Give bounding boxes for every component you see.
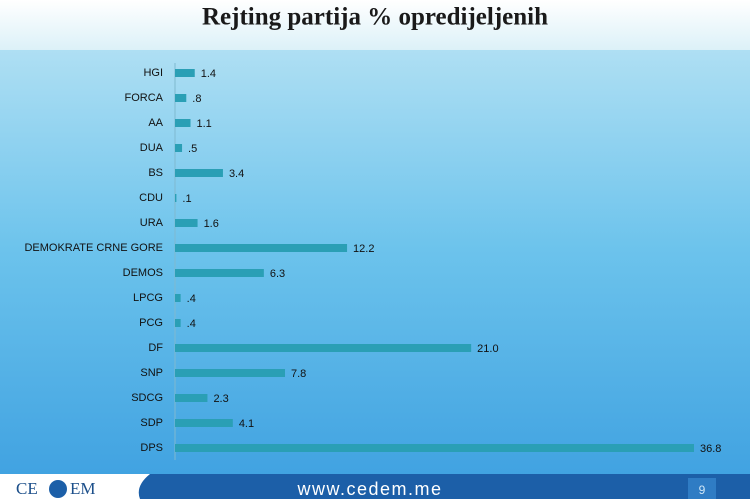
category-label: AA — [148, 117, 163, 129]
category-label: SDCG — [131, 392, 163, 404]
value-label: 1.4 — [201, 68, 216, 80]
bar — [175, 244, 348, 252]
bar — [175, 344, 472, 352]
category-label: DPS — [140, 442, 163, 454]
value-label: 1.6 — [204, 218, 219, 230]
category-label: DEMOKRATE CRNE GORE — [24, 242, 163, 254]
bar — [175, 444, 694, 452]
bar — [175, 69, 195, 77]
category-label: FORCA — [125, 92, 164, 104]
category-label: SNP — [140, 367, 163, 379]
value-label: .1 — [182, 193, 191, 205]
category-label: DF — [148, 342, 163, 354]
bar — [175, 269, 264, 277]
page-number: 9 — [699, 483, 706, 497]
bar — [175, 219, 198, 227]
value-label: 6.3 — [270, 268, 285, 280]
bar — [175, 294, 181, 302]
value-label: 4.1 — [239, 418, 254, 430]
plot: HGI 1.4 FORCA .8 AA 1.1 DUA .5 BS 3.4 CDU .1 URA 1.6 D… — [24, 67, 721, 455]
value-label: .4 — [187, 318, 196, 330]
category-label: PCG — [139, 317, 163, 329]
value-label: 36.8 — [700, 443, 721, 455]
category-label: SDP — [140, 417, 163, 429]
value-label: .8 — [192, 93, 201, 105]
category-label: DUA — [140, 142, 164, 154]
category-label: HGI — [143, 67, 163, 79]
value-label: .5 — [188, 143, 197, 155]
bar — [175, 394, 208, 402]
category-label: CDU — [139, 192, 163, 204]
value-label: 12.2 — [353, 243, 374, 255]
value-label: 1.1 — [197, 118, 212, 130]
bar — [175, 144, 183, 152]
bar — [175, 319, 181, 327]
value-label: .4 — [187, 293, 196, 305]
value-label: 21.0 — [477, 343, 498, 355]
category-label: BS — [148, 167, 163, 179]
logo-icon — [49, 480, 67, 498]
bar — [175, 169, 223, 177]
bar — [175, 119, 191, 127]
value-label: 3.4 — [229, 168, 244, 180]
value-label: 2.3 — [213, 393, 228, 405]
logo-right: EM — [70, 479, 96, 498]
logo-area — [0, 474, 150, 499]
value-label: 7.8 — [291, 368, 306, 380]
chart-title: Rejting partija % opredijeljenih — [202, 4, 548, 31]
bar — [175, 369, 286, 377]
category-label: URA — [140, 217, 164, 229]
category-label: LPCG — [133, 292, 163, 304]
category-label: DEMOS — [123, 267, 163, 279]
page-box — [688, 478, 716, 499]
bar — [175, 194, 177, 202]
title-band — [0, 0, 750, 50]
logo-left: CE — [16, 479, 38, 498]
bar — [175, 419, 233, 427]
footer-url: www.cedem.me — [296, 479, 442, 499]
bar — [175, 94, 187, 102]
